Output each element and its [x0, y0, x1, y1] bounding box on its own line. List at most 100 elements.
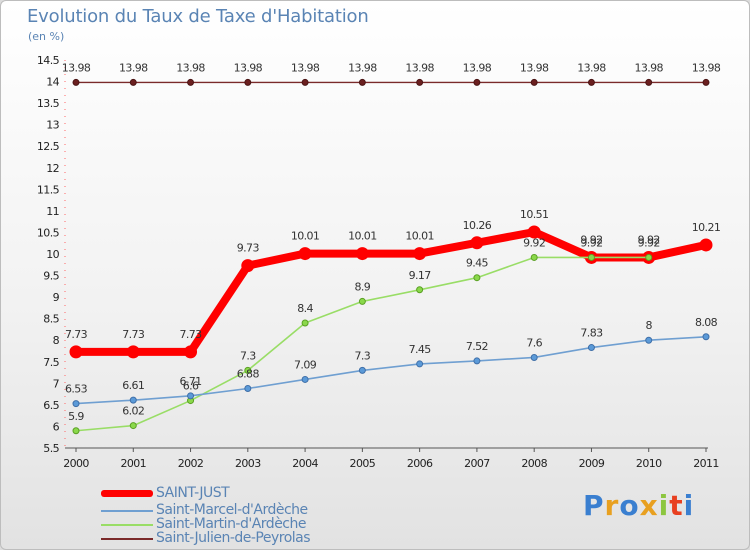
- data-label-saint-just: 10.01: [405, 230, 434, 243]
- y-tick-label: 6: [53, 420, 60, 433]
- data-point-saint-martin: [530, 253, 538, 261]
- x-tick-label: 2008: [521, 457, 547, 470]
- data-label-saint-julien: 13.98: [291, 61, 320, 74]
- data-point-saint-marcel: [587, 344, 595, 352]
- legend-swatch-saint-just: [101, 490, 153, 497]
- data-point-saint-julien: [129, 78, 137, 86]
- data-point-saint-julien: [301, 78, 309, 86]
- data-point-saint-martin: [301, 319, 309, 327]
- data-point-saint-just: [413, 247, 427, 261]
- data-label-saint-martin: 8.4: [297, 302, 313, 315]
- y-tick-label: 5.5: [43, 442, 59, 455]
- legend-label-saint-marcel: Saint-Marcel-d'Ardèche: [156, 502, 308, 518]
- data-label-saint-marcel: 6.71: [179, 375, 201, 388]
- data-label-saint-julien: 13.98: [577, 61, 606, 74]
- y-tick-label: 7: [53, 377, 60, 390]
- data-label-saint-marcel: 7.83: [580, 327, 603, 340]
- y-tick-label: 8: [53, 334, 60, 347]
- y-tick-label: 10.5: [37, 226, 60, 239]
- data-label-saint-julien: 13.98: [234, 61, 263, 74]
- data-point-saint-just: [699, 238, 713, 252]
- series-line-saint-marcel: [75, 335, 707, 405]
- data-label-saint-martin: 9.92: [523, 236, 545, 249]
- proxiti-logo: Proxiti: [583, 489, 695, 522]
- y-tick-label: 10: [46, 248, 59, 261]
- x-tick-label: 2001: [120, 457, 146, 470]
- data-label-saint-julien: 13.98: [119, 61, 148, 74]
- x-tick-label: 2003: [235, 457, 261, 470]
- x-tick-label: 2004: [292, 457, 318, 470]
- data-label-saint-julien: 13.98: [348, 61, 377, 74]
- data-point-saint-julien: [187, 78, 195, 86]
- data-label-saint-marcel: 7.52: [466, 340, 488, 353]
- data-point-saint-marcel: [530, 353, 538, 361]
- x-tick-label: 2010: [636, 457, 662, 470]
- data-point-saint-marcel: [702, 333, 710, 341]
- chart-title: Evolution du Taux de Taxe d'Habitation: [27, 6, 369, 27]
- y-tick-label: 7.5: [43, 356, 59, 369]
- legend-swatch-saint-marcel: [101, 510, 153, 512]
- data-point-saint-marcel: [72, 400, 80, 408]
- data-label-saint-martin: 8.9: [355, 280, 371, 293]
- data-point-saint-martin: [358, 297, 366, 305]
- data-label-saint-just: 10.01: [291, 230, 320, 243]
- data-label-saint-just: 9.73: [237, 242, 260, 255]
- data-point-saint-marcel: [301, 375, 309, 383]
- data-label-saint-martin: 9.92: [638, 236, 660, 249]
- y-tick-label: 12.5: [37, 140, 60, 153]
- data-point-saint-martin: [129, 422, 137, 430]
- y-tick-label: 9: [53, 291, 60, 304]
- y-tick-label: 12: [46, 162, 59, 175]
- data-label-saint-martin: 6.02: [122, 405, 144, 418]
- data-point-saint-julien: [72, 78, 80, 86]
- data-label-saint-julien: 13.98: [634, 61, 663, 74]
- data-point-saint-just: [184, 345, 198, 359]
- data-point-saint-julien: [416, 78, 424, 86]
- data-point-saint-martin: [72, 427, 80, 435]
- data-point-saint-martin: [473, 274, 481, 282]
- data-label-saint-marcel: 6.61: [122, 379, 144, 392]
- data-point-saint-martin: [244, 366, 252, 374]
- data-label-saint-julien: 13.98: [176, 61, 205, 74]
- legend-swatch-saint-martin: [101, 524, 153, 526]
- data-point-saint-martin: [645, 253, 653, 261]
- x-tick-label: 2006: [407, 457, 433, 470]
- data-point-saint-marcel: [187, 392, 195, 400]
- data-label-saint-marcel: 7.09: [294, 358, 317, 371]
- data-label-saint-martin: 6.6: [183, 380, 199, 393]
- data-point-saint-martin: [416, 286, 424, 294]
- data-point-saint-marcel: [129, 396, 137, 404]
- y-tick-label: 13: [46, 119, 59, 132]
- y-tick-label: 8.5: [43, 313, 59, 326]
- data-label-saint-just: 10.26: [463, 219, 492, 232]
- data-label-saint-martin: 9.45: [466, 257, 489, 270]
- data-label-saint-just: 9.92: [638, 233, 660, 246]
- legend-label-saint-julien: Saint-Julien-de-Peyrolas: [156, 530, 311, 546]
- data-point-saint-just: [470, 236, 484, 250]
- data-point-saint-just: [126, 345, 140, 359]
- data-label-saint-just: 7.73: [65, 328, 88, 341]
- data-label-saint-just: 10.01: [348, 230, 377, 243]
- data-point-saint-marcel: [473, 357, 481, 365]
- data-label-saint-martin: 9.17: [409, 269, 432, 282]
- data-point-saint-marcel: [358, 366, 366, 374]
- data-label-saint-just: 9.92: [580, 233, 602, 246]
- data-point-saint-just: [241, 259, 255, 273]
- data-label-saint-martin: 9.92: [580, 236, 602, 249]
- x-tick-label: 2005: [350, 457, 376, 470]
- data-point-saint-just: [355, 247, 369, 261]
- y-tick-label: 6.5: [43, 399, 59, 412]
- y-tick-label: 14.5: [37, 54, 60, 67]
- legend-swatch-saint-julien: [101, 538, 153, 540]
- data-label-saint-marcel: 7.45: [409, 343, 432, 356]
- data-point-saint-julien: [702, 78, 710, 86]
- x-tick-label: 2000: [63, 457, 89, 470]
- data-point-saint-just: [298, 247, 312, 261]
- data-point-saint-julien: [530, 78, 538, 86]
- data-label-saint-marcel: 6.88: [237, 368, 260, 381]
- data-label-saint-just: 10.51: [520, 208, 549, 221]
- data-label-saint-marcel: 7.6: [526, 336, 542, 349]
- data-label-saint-martin: 5.9: [68, 410, 84, 423]
